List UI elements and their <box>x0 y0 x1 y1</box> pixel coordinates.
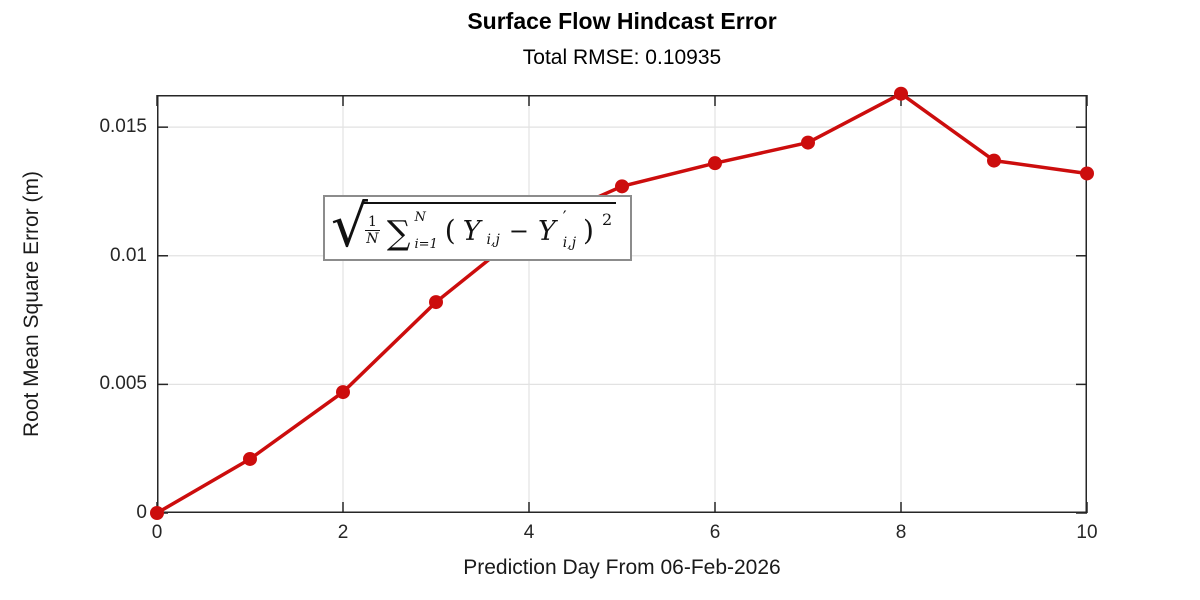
y-axis-label: Root Mean Square Error (m) <box>20 170 43 438</box>
sum-upper-limit: N <box>414 210 426 225</box>
fraction-denominator: N <box>366 231 379 247</box>
axes-box <box>157 95 1087 513</box>
prime-mark: ′ <box>562 208 567 228</box>
x-axis-label: Prediction Day From 06-Feb-2026 <box>463 556 781 579</box>
plot-canvas <box>150 86 1094 520</box>
fraction-numerator: 1 <box>364 215 380 231</box>
minus-operator: − <box>508 217 529 245</box>
chart-subtitle: Total RMSE: 0.10935 <box>522 46 722 69</box>
x-tick-label: 6 <box>709 522 721 543</box>
y-tick-label: 0.005 <box>99 373 147 395</box>
data-point-marker <box>336 385 350 400</box>
y-tick-label: 0 <box>136 502 147 523</box>
y-variable: Y <box>462 215 481 247</box>
open-paren: ( <box>444 214 456 247</box>
chart-title: Surface Flow Hindcast Error <box>467 8 777 34</box>
sum-symbol: ∑ <box>386 212 411 252</box>
sum-limits: N i=1 <box>414 211 437 251</box>
data-point-marker <box>429 295 443 310</box>
x-tick-label: 4 <box>523 522 535 543</box>
x-tick-label: 2 <box>337 522 349 543</box>
plot-area: √ 1 N ∑ N i=1 ( Y i,j − Y ′ i,j <box>150 86 1094 520</box>
y-prime-subscript: i,j <box>562 235 577 252</box>
sqrt-symbol: √ <box>331 192 368 260</box>
prime-and-subscript: ′ i,j <box>562 208 577 252</box>
rmse-formula-box: √ 1 N ∑ N i=1 ( Y i,j − Y ′ i,j <box>323 192 633 261</box>
rmse-line <box>155 91 1089 515</box>
data-point-marker <box>987 153 1001 168</box>
x-tick-label: 10 <box>1076 522 1098 543</box>
data-point-marker <box>708 156 722 171</box>
y-prime-variable: Y <box>537 215 556 247</box>
x-tick-label: 8 <box>895 522 907 543</box>
x-tick-label: 0 <box>151 522 163 543</box>
formula-radicand: 1 N ∑ N i=1 ( Y i,j − Y ′ i,j ) 2 <box>361 202 617 254</box>
data-point-marker <box>243 451 257 466</box>
sum-lower-limit: i=1 <box>414 237 438 252</box>
y-tick-label: 0.015 <box>99 116 147 138</box>
data-point-marker <box>801 135 815 150</box>
squared-exponent: 2 <box>601 209 613 229</box>
data-point-marker <box>615 179 629 194</box>
data-point-marker <box>894 86 908 101</box>
y-tick-label: 0.01 <box>110 244 147 266</box>
y-subscript: i,j <box>486 232 500 248</box>
fraction-one-over-n: 1 N <box>364 215 380 247</box>
data-point-marker <box>150 506 164 520</box>
close-paren: ) <box>583 214 594 247</box>
data-point-marker <box>1080 166 1094 181</box>
